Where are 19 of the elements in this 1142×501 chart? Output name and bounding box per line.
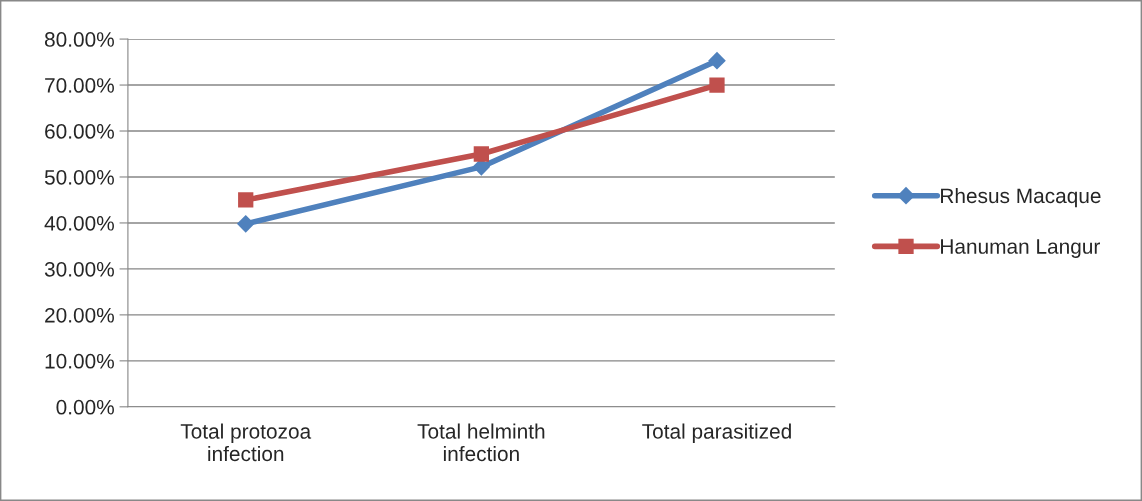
y-tick-label: 50.00% — [44, 169, 114, 185]
point — [473, 146, 489, 162]
point — [238, 192, 254, 208]
x-tick-label: Total protozoa infection — [180, 423, 312, 462]
y-tick-label: 60.00% — [45, 124, 114, 139]
x-tick-label: Total parasitized — [642, 423, 791, 443]
point — [236, 215, 255, 233]
legend-label: Hanuman Langur — [941, 239, 1100, 258]
y-tick-label: 40.00% — [44, 215, 114, 231]
y-tick-label: 20.00% — [45, 307, 114, 323]
point — [709, 77, 725, 93]
point — [708, 51, 726, 70]
legend-label: Rhesus Macaque — [941, 187, 1101, 208]
y-tick-label: 80.00% — [44, 32, 114, 47]
y-tick-label: 30.00% — [44, 261, 114, 277]
x-tick-label: Total helminth infection — [417, 423, 545, 462]
y-tick-label: 70.00% — [45, 78, 114, 93]
y-tick-label: 10.00% — [45, 353, 114, 369]
y-tick-label: 0.00% — [56, 399, 114, 415]
